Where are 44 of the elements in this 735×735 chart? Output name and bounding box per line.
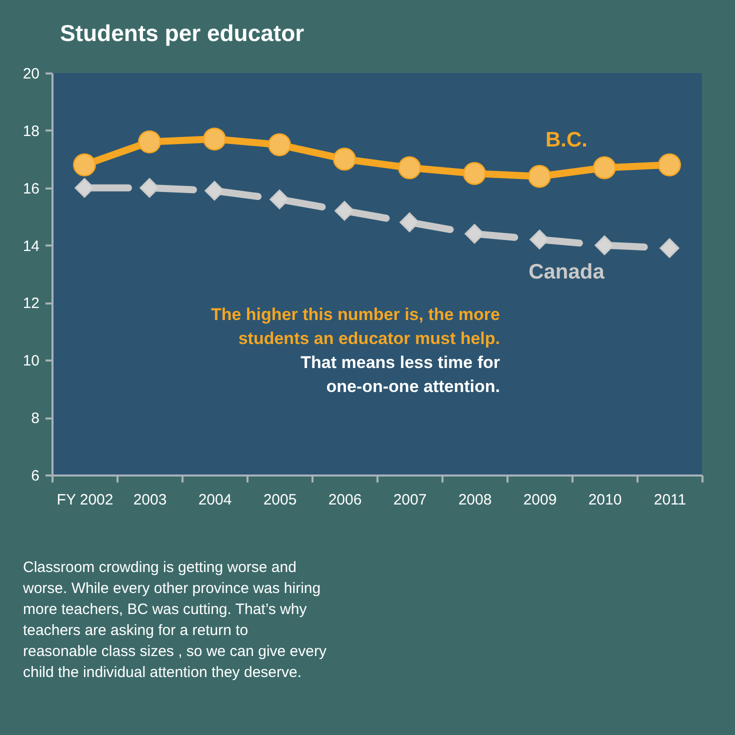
x-tick-label: 2009 xyxy=(523,492,557,508)
point xyxy=(268,133,291,156)
x-tick-label: 2006 xyxy=(328,492,362,508)
point xyxy=(400,212,420,232)
annotation: That means less time for one-on-one attention. xyxy=(300,353,500,396)
point xyxy=(528,164,551,188)
y-tick-label: 16 xyxy=(22,180,40,198)
point xyxy=(658,153,681,176)
y-tick-label: 20 xyxy=(22,66,40,82)
point xyxy=(593,156,616,180)
point xyxy=(333,148,356,171)
point xyxy=(73,153,96,176)
x-tick-label: FY 2002 xyxy=(56,492,114,508)
y-tick-label: 8 xyxy=(31,410,40,428)
point xyxy=(203,128,226,150)
point xyxy=(594,235,614,256)
point xyxy=(398,156,421,180)
x-tick-label: 2011 xyxy=(654,492,686,508)
y-tick-label: 14 xyxy=(22,238,40,255)
x-tick-label: 2005 xyxy=(263,492,297,508)
y-tick-label: 12 xyxy=(22,295,40,312)
y-tick-label: 10 xyxy=(22,352,40,370)
series-label: B.C. xyxy=(546,128,588,152)
point xyxy=(138,130,161,154)
x-tick-label: 2008 xyxy=(458,492,492,508)
point xyxy=(334,200,354,221)
y-tick-label: 18 xyxy=(22,122,40,140)
series-label: Canada xyxy=(528,260,605,284)
x-tick-label: 2010 xyxy=(588,492,622,508)
point xyxy=(464,224,484,244)
point xyxy=(463,162,486,185)
point xyxy=(74,178,94,198)
point xyxy=(660,238,680,258)
text: Classroom crowding is getting worse and worse. While every other province was hiring more teachers, BC was cutting. That’s why teachers are asking for a return to reasonable class sizes , so we can give every child the individual attention they deserve. xyxy=(22,559,327,681)
point xyxy=(530,230,550,250)
x-tick-label: 2003 xyxy=(133,492,167,508)
annotation: The higher this number is, the more students an educator must help. xyxy=(210,305,500,348)
chart-title: Students per educator xyxy=(60,20,304,46)
x-tick-label: 2007 xyxy=(393,492,427,508)
y-tick-label: 6 xyxy=(31,468,40,484)
point xyxy=(140,178,160,198)
point xyxy=(204,180,224,201)
point xyxy=(270,190,290,210)
x-tick-label: 2004 xyxy=(198,492,232,508)
